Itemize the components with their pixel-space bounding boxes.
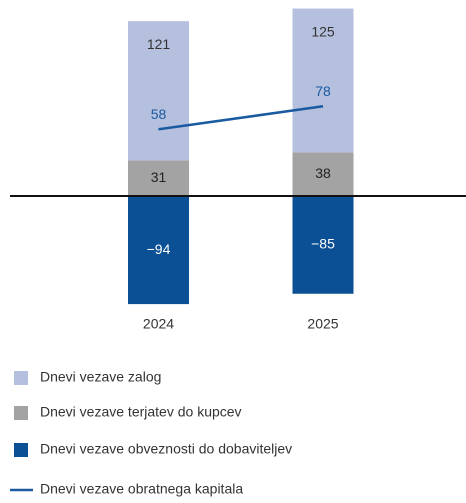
legend-swatch <box>14 443 28 457</box>
legend-label: Dnevi vezave obveznosti do dobaviteljev <box>40 441 292 457</box>
data-label: −94 <box>147 241 171 257</box>
legend-swatch <box>14 406 28 420</box>
data-label: 31 <box>151 169 167 185</box>
line-series <box>158 105 324 131</box>
legend-swatch <box>14 371 28 385</box>
data-label: 38 <box>315 165 331 181</box>
data-label: 121 <box>147 36 171 52</box>
bar-segment <box>128 21 189 161</box>
data-label: 58 <box>151 106 167 122</box>
legend-label: Dnevi vezave terjatev do kupcev <box>40 404 242 420</box>
x-tick-label: 2024 <box>143 316 174 332</box>
data-label: 125 <box>311 23 335 39</box>
legend-label: Dnevi vezave obratnega kapitala <box>40 481 243 497</box>
bar-segment <box>292 196 354 294</box>
bar-segment <box>292 8 354 153</box>
bar-segment <box>292 152 354 196</box>
bar-segment <box>128 196 189 305</box>
data-label: −85 <box>311 236 335 252</box>
bar-segment <box>128 160 189 196</box>
x-tick-label: 2025 <box>307 316 338 332</box>
legend-label: Dnevi vezave zalog <box>40 369 161 385</box>
data-label: 78 <box>315 83 331 99</box>
